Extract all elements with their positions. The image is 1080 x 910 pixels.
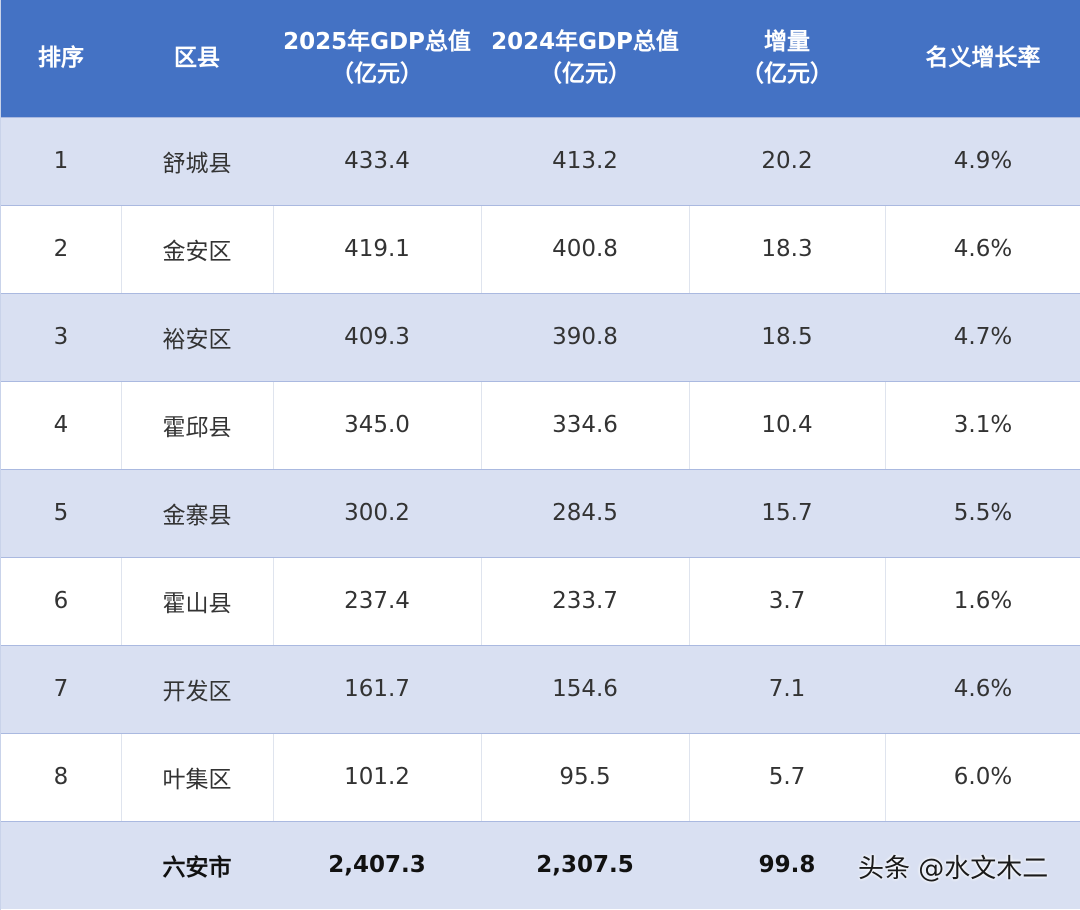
- cell-increase: 18.5: [689, 292, 885, 381]
- header-gdp2024-line2: （亿元）: [539, 61, 631, 88]
- cell-increase: 10.4: [689, 380, 885, 469]
- cell-gdp2025: 161.7: [273, 644, 481, 733]
- cell-gdp2025: 300.2: [273, 468, 481, 557]
- cell-rank: 5: [1, 468, 121, 557]
- cell-district: 叶集区: [121, 732, 273, 821]
- cell-gdp2024: 400.8: [481, 204, 689, 293]
- header-rank: 排序: [38, 45, 84, 72]
- table-row: 8 叶集区 101.2 95.5 5.7 6.0%: [1, 732, 1080, 821]
- cell-district: 金安区: [121, 204, 273, 293]
- cell-growth: 5.5%: [885, 468, 1080, 557]
- total-district: 六安市: [121, 820, 273, 909]
- header-district: 区县: [174, 45, 220, 72]
- cell-rank: 7: [1, 644, 121, 733]
- header-gdp2024: 2024年GDP总值 （亿元）: [481, 0, 689, 117]
- table-row: 3 裕安区 409.3 390.8 18.5 4.7%: [1, 292, 1080, 381]
- cell-gdp2024: 390.8: [481, 292, 689, 381]
- cell-rank: 3: [1, 292, 121, 381]
- watermark: 头条 @水文木二: [858, 854, 1049, 884]
- cell-district: 金寨县: [121, 468, 273, 557]
- header-increase: 增量 （亿元）: [689, 0, 885, 117]
- cell-gdp2024: 233.7: [481, 556, 689, 645]
- total-increase: 99.8: [689, 820, 885, 909]
- header-growth: 名义增长率: [925, 45, 1041, 72]
- total-growth: [885, 820, 1080, 909]
- cell-gdp2024: 284.5: [481, 468, 689, 557]
- header-gdp2025: 2025年GDP总值 （亿元）: [273, 0, 481, 117]
- cell-increase: 3.7: [689, 556, 885, 645]
- cell-gdp2025: 345.0: [273, 380, 481, 469]
- header-gdp2024-line1: 2024年GDP总值: [491, 29, 679, 56]
- table-row: 6 霍山县 237.4 233.7 3.7 1.6%: [1, 556, 1080, 645]
- total-gdp2025: 2,407.3: [273, 820, 481, 909]
- cell-increase: 18.3: [689, 204, 885, 293]
- total-rank: [1, 820, 121, 909]
- cell-rank: 8: [1, 732, 121, 821]
- header-gdp2025-line2: （亿元）: [331, 61, 423, 88]
- cell-gdp2025: 101.2: [273, 732, 481, 821]
- cell-gdp2025: 237.4: [273, 556, 481, 645]
- cell-growth: 3.1%: [885, 380, 1080, 469]
- total-row: 六安市 2,407.3 2,307.5 99.8: [1, 820, 1080, 909]
- cell-increase: 15.7: [689, 468, 885, 557]
- cell-gdp2025: 433.4: [273, 116, 481, 205]
- cell-increase: 5.7: [689, 732, 885, 821]
- cell-gdp2025: 419.1: [273, 204, 481, 293]
- cell-increase: 7.1: [689, 644, 885, 733]
- table-row: 4 霍邱县 345.0 334.6 10.4 3.1%: [1, 380, 1080, 469]
- header-gdp2025-line1: 2025年GDP总值: [283, 29, 471, 56]
- cell-growth: 1.6%: [885, 556, 1080, 645]
- header-increase-line1: 增量: [764, 29, 810, 56]
- cell-district: 霍邱县: [121, 380, 273, 469]
- header-row: 排序 区县 2025年GDP总值 （亿元） 2024年GDP总值 （亿元） 增量 （亿…: [1, 0, 1080, 117]
- header-increase-line2: （亿元）: [741, 61, 833, 88]
- cell-district: 开发区: [121, 644, 273, 733]
- cell-gdp2024: 154.6: [481, 644, 689, 733]
- cell-growth: 6.0%: [885, 732, 1080, 821]
- cell-growth: 4.6%: [885, 644, 1080, 733]
- cell-increase: 20.2: [689, 116, 885, 205]
- cell-rank: 6: [1, 556, 121, 645]
- table-row: 7 开发区 161.7 154.6 7.1 4.6%: [1, 644, 1080, 733]
- cell-growth: 4.9%: [885, 116, 1080, 205]
- table-row: 2 金安区 419.1 400.8 18.3 4.6%: [1, 204, 1080, 293]
- cell-district: 霍山县: [121, 556, 273, 645]
- cell-growth: 4.7%: [885, 292, 1080, 381]
- cell-rank: 1: [1, 116, 121, 205]
- table-row: 1 舒城县 433.4 413.2 20.2 4.9%: [1, 116, 1080, 205]
- cell-district: 裕安区: [121, 292, 273, 381]
- cell-gdp2024: 95.5: [481, 732, 689, 821]
- table-row: 5 金寨县 300.2 284.5 15.7 5.5%: [1, 468, 1080, 557]
- cell-growth: 4.6%: [885, 204, 1080, 293]
- cell-gdp2024: 413.2: [481, 116, 689, 205]
- cell-rank: 2: [1, 204, 121, 293]
- cell-gdp2025: 409.3: [273, 292, 481, 381]
- total-gdp2024: 2,307.5: [481, 820, 689, 909]
- cell-rank: 4: [1, 380, 121, 469]
- cell-district: 舒城县: [121, 116, 273, 205]
- cell-gdp2024: 334.6: [481, 380, 689, 469]
